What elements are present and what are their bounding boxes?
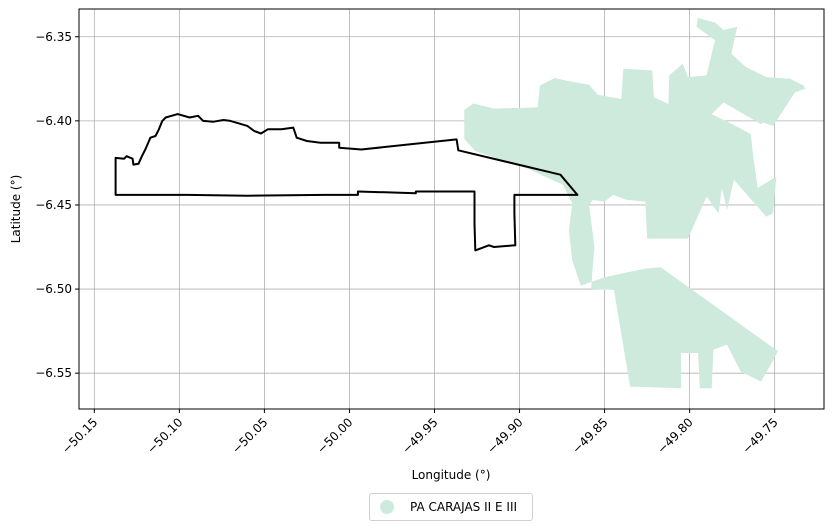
x-tick-label: −49.90	[484, 415, 525, 456]
y-axis-label: Latitude (°)	[9, 175, 23, 244]
outlined-region	[114, 113, 579, 252]
legend-marker-icon	[380, 500, 394, 514]
x-tick-label: −49.75	[739, 415, 780, 456]
x-axis-ticks: −50.15 −50.10 −50.05 −50.00 −49.95 −49.90 −49.…	[59, 409, 781, 457]
y-tick-label: −6.55	[35, 366, 72, 380]
plot-frame	[78, 8, 825, 410]
x-tick-label: −50.15	[59, 415, 100, 456]
legend: PA CARAJAS II E III	[369, 493, 533, 521]
x-tick-label: −50.00	[314, 415, 355, 456]
map-layers	[114, 18, 806, 389]
x-tick-label: −49.80	[654, 415, 695, 456]
y-tick-label: −6.45	[35, 198, 72, 212]
y-axis-ticks: −6.35 −6.40 −6.45 −6.50 −6.55	[35, 30, 79, 380]
pa-carajas-region	[464, 18, 806, 389]
x-tick-label: −49.95	[399, 415, 440, 456]
y-tick-label: −6.35	[35, 30, 72, 44]
x-axis-label: Longitude (°)	[412, 468, 491, 482]
x-tick-label: −50.10	[144, 415, 185, 456]
legend-label: PA CARAJAS II E III	[410, 500, 518, 514]
y-tick-label: −6.50	[35, 282, 72, 296]
y-tick-label: −6.40	[35, 114, 72, 128]
x-tick-label: −49.85	[569, 415, 610, 456]
x-tick-label: −50.05	[229, 415, 270, 456]
